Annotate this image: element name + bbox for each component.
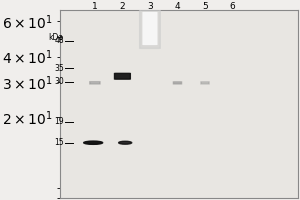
- Text: 30: 30: [54, 77, 64, 86]
- Text: 48: 48: [54, 36, 64, 45]
- Text: 2: 2: [120, 2, 125, 11]
- Ellipse shape: [84, 141, 103, 144]
- Ellipse shape: [85, 141, 101, 144]
- Text: 1: 1: [92, 2, 98, 11]
- Ellipse shape: [87, 142, 100, 144]
- Ellipse shape: [84, 141, 103, 144]
- Text: 3: 3: [147, 2, 153, 11]
- Text: 15: 15: [54, 138, 64, 147]
- Text: 4: 4: [175, 2, 180, 11]
- Text: 5: 5: [202, 2, 208, 11]
- FancyBboxPatch shape: [143, 13, 157, 44]
- Text: 35: 35: [54, 64, 64, 73]
- Text: 19: 19: [54, 117, 64, 126]
- FancyBboxPatch shape: [201, 82, 209, 84]
- FancyBboxPatch shape: [173, 82, 181, 84]
- FancyBboxPatch shape: [115, 73, 130, 79]
- Ellipse shape: [118, 141, 132, 144]
- Text: kDa: kDa: [48, 33, 63, 42]
- FancyBboxPatch shape: [90, 82, 100, 84]
- FancyBboxPatch shape: [140, 10, 160, 48]
- Text: 6: 6: [230, 2, 236, 11]
